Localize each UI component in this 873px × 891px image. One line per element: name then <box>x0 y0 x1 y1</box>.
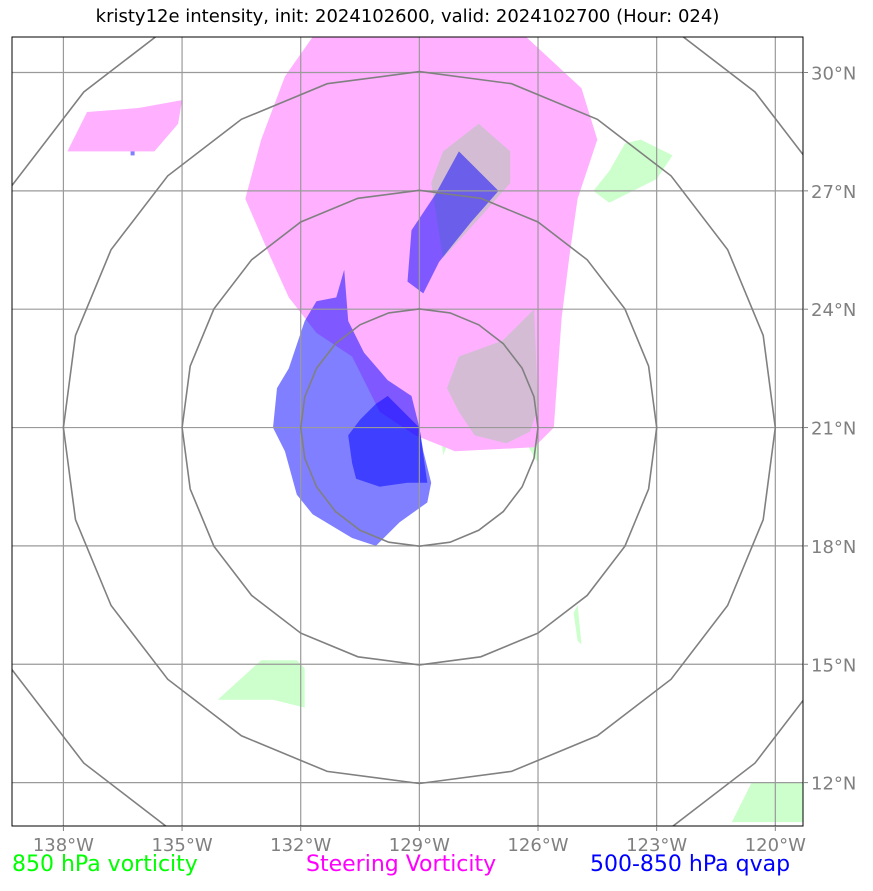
lat-tick-label: 18°N <box>811 537 856 558</box>
vort850-contour <box>593 139 673 203</box>
axis-ticks: 138°W 135°W 132°W 129°W 126°W 123°W 120°W 12°N 1… <box>33 64 857 856</box>
vort850-contour <box>731 782 803 823</box>
lon-tick-label: 126°W <box>507 835 568 856</box>
lat-tick-label: 15°N <box>811 655 856 676</box>
vort850-contour <box>573 605 582 645</box>
legend-850hpa-vorticity: 850 hPa vorticity <box>12 852 198 877</box>
lat-tick-label: 30°N <box>811 64 856 85</box>
lon-tick-label: 129°W <box>389 835 450 856</box>
lon-tick-label: 123°W <box>626 835 687 856</box>
range-ring <box>299 308 539 548</box>
range-ring <box>181 189 658 666</box>
qvap-contour <box>407 151 499 294</box>
field-layers <box>67 37 803 823</box>
legend-steering-vorticity: Steering Vorticity <box>306 852 497 877</box>
lon-tick-label: 135°W <box>151 835 212 856</box>
map-frame <box>11 36 804 827</box>
lat-tick-label: 27°N <box>811 182 856 203</box>
lon-tick-label: 138°W <box>33 835 94 856</box>
lat-lon-gridlines <box>12 37 803 826</box>
lon-tick-label: 120°W <box>745 835 806 856</box>
qvap-contour <box>348 396 428 487</box>
lat-tick-label: 21°N <box>811 419 856 440</box>
range-ring <box>62 70 777 785</box>
chart-title: kristy12e intensity, init: 2024102600, v… <box>95 6 720 27</box>
qvap-contour <box>130 151 135 156</box>
steering-vorticity-contour <box>67 100 183 152</box>
lon-tick-label: 132°W <box>270 835 331 856</box>
lat-tick-label: 12°N <box>811 774 856 795</box>
legend-qvap: 500-850 hPa qvap <box>590 852 791 877</box>
vort850-contour <box>217 660 305 708</box>
lat-tick-label: 24°N <box>811 300 856 321</box>
overlap-contour <box>447 309 538 444</box>
